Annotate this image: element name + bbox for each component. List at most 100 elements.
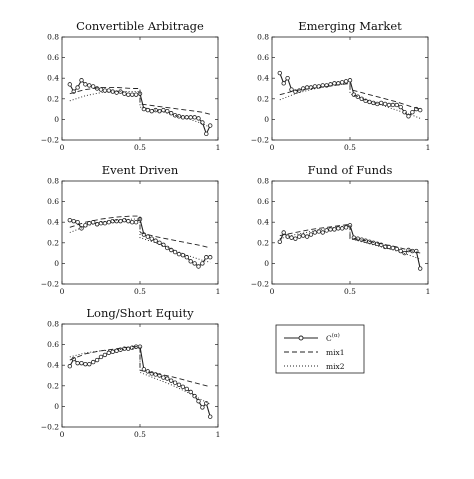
data-point [192, 115, 197, 120]
data-point [83, 361, 88, 367]
y-tick-label: 0.4 [257, 218, 269, 227]
x-tick-label: 1 [426, 143, 431, 152]
x-tick-label: 0.5 [134, 287, 146, 296]
y-tick-label: 0.8 [47, 33, 59, 42]
data-point [371, 240, 376, 245]
series-mix2-line [279, 82, 421, 119]
data-point [200, 120, 205, 125]
data-point [359, 96, 364, 101]
chart-title: Long/Short Equity [86, 306, 194, 320]
data-point [129, 92, 135, 97]
data-point [161, 375, 166, 380]
y-tick-label: 0.8 [47, 177, 59, 186]
y-tick-label: 0.2 [47, 381, 59, 390]
legend-box [275, 324, 365, 374]
y-tick-label: 0.4 [257, 74, 269, 83]
data-point [398, 248, 403, 254]
data-point [180, 252, 186, 258]
y-tick-label: 0.2 [47, 94, 59, 103]
data-point [204, 131, 209, 137]
data-point [394, 102, 399, 108]
data-point [75, 85, 80, 90]
data-point [98, 354, 104, 360]
data-point [184, 386, 189, 392]
y-tick-label: −0.2 [41, 280, 59, 289]
data-point [168, 247, 174, 253]
data-point [277, 239, 282, 244]
x-tick-label: 0 [270, 143, 275, 152]
data-point [188, 115, 193, 120]
chart-panel-4: Fund of Funds−0.200.20.40.60.80 0.5 1 [251, 163, 431, 296]
y-tick-label: −0.2 [41, 136, 59, 145]
data-point [172, 113, 178, 118]
data-point [90, 84, 96, 89]
data-point [200, 405, 205, 410]
data-point [382, 101, 388, 107]
data-point [161, 107, 166, 113]
data-point [176, 251, 182, 257]
data-point [204, 255, 209, 260]
data-point [87, 83, 92, 88]
y-tick-label: 0.4 [47, 361, 59, 370]
data-point [320, 230, 325, 235]
data-point [165, 108, 170, 114]
data-point [410, 109, 415, 115]
data-point [304, 234, 310, 239]
data-point [98, 87, 104, 92]
data-point [184, 255, 189, 260]
x-tick-label: 1 [216, 430, 221, 439]
x-tick-label: 0.5 [344, 143, 356, 152]
data-point [133, 219, 139, 225]
data-point [343, 79, 349, 84]
data-point [168, 378, 174, 383]
y-tick-label: 0 [264, 115, 269, 124]
data-point [375, 241, 380, 247]
chart-title: Fund of Funds [308, 163, 393, 177]
y-tick-label: −0.2 [251, 280, 269, 289]
chart-title: Emerging Market [298, 19, 402, 33]
data-point [312, 230, 318, 235]
data-point [351, 92, 357, 97]
data-point [157, 108, 162, 114]
y-tick-label: 0 [54, 115, 59, 124]
data-point [289, 87, 294, 92]
y-tick-label: 0.2 [47, 238, 59, 247]
chart-panel-5: Long/Short Equity−0.200.20.40.60.80 0.5 1 [41, 306, 221, 439]
legend-label-series1: C(α) [326, 332, 340, 343]
panels-group: Convertible Arbitrage−0.200.20.40.60.80 0… [41, 19, 431, 439]
data-point [67, 82, 72, 87]
data-point [343, 225, 349, 230]
y-tick-label: −0.2 [251, 136, 269, 145]
x-tick-label: 0.5 [134, 430, 146, 439]
data-point [67, 217, 72, 223]
y-tick-label: 0 [264, 259, 269, 268]
data-point [196, 399, 201, 404]
data-point [196, 116, 201, 121]
data-point [94, 357, 100, 363]
y-tick-label: 0.6 [257, 53, 269, 62]
y-tick-label: 0.4 [47, 74, 59, 83]
y-tick-label: 0.6 [47, 53, 59, 62]
data-point [386, 102, 392, 108]
data-point [75, 360, 80, 366]
data-point [340, 80, 345, 85]
x-tick-label: 1 [216, 287, 221, 296]
data-point [207, 414, 213, 419]
data-point [301, 233, 306, 238]
chart-panel-2: Emerging Market−0.200.20.40.60.80 0.5 1 [251, 19, 431, 152]
data-point [406, 114, 411, 119]
data-point [316, 229, 321, 234]
y-tick-label: 0 [54, 259, 59, 268]
data-point [285, 234, 290, 239]
data-point [71, 218, 76, 224]
data-point [102, 352, 108, 358]
y-tick-label: 0.6 [257, 197, 269, 206]
x-tick-label: 0 [60, 287, 65, 296]
legend-marker-series1 [298, 335, 304, 341]
y-tick-label: 0.6 [47, 197, 59, 206]
x-tick-label: 1 [426, 287, 431, 296]
data-point [371, 100, 376, 106]
data-point [281, 81, 286, 86]
data-point [207, 123, 213, 128]
